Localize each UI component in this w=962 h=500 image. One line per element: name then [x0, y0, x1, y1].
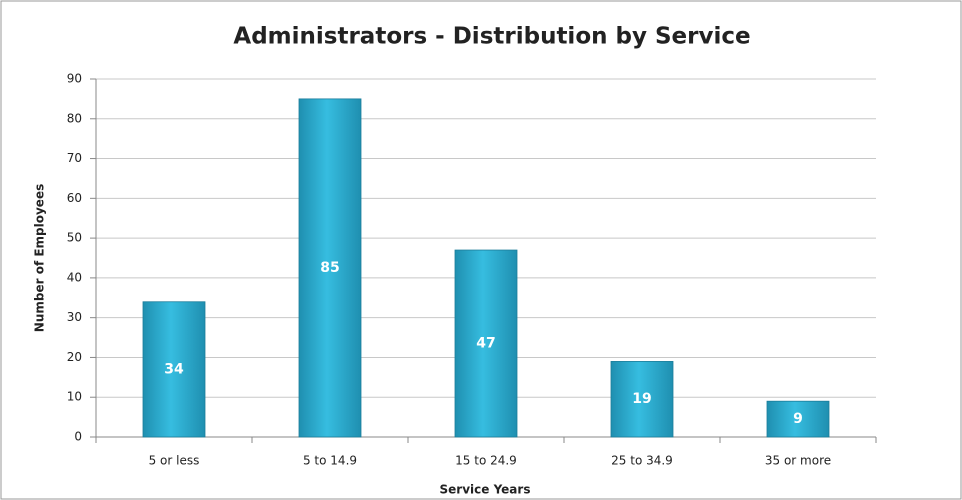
bar [454, 249, 518, 438]
y-tick-label: 60 [67, 191, 82, 205]
data-label: 85 [320, 260, 339, 276]
y-tick-label: 50 [67, 231, 82, 245]
y-tick-label: 40 [67, 270, 82, 284]
data-label: 9 [793, 411, 803, 427]
data-label: 47 [476, 336, 495, 352]
y-tick-label: 0 [74, 430, 82, 444]
x-tick-label: 35 or more [765, 454, 831, 468]
x-axis-label: Service Years [440, 483, 531, 497]
y-tick-label: 90 [67, 72, 82, 86]
y-tick-label: 10 [67, 390, 82, 404]
bar [142, 301, 206, 438]
bar [610, 361, 674, 438]
y-tick-label: 20 [67, 350, 82, 364]
bar [298, 98, 362, 438]
x-tick-label: 15 to 24.9 [455, 454, 517, 468]
data-label: 19 [632, 391, 651, 407]
data-label: 34 [164, 361, 184, 377]
y-tick-label: 80 [67, 111, 82, 125]
chart-title: Administrators - Distribution by Service [233, 24, 750, 50]
y-axis-label: Number of Employees [33, 184, 47, 332]
y-tick-label: 70 [67, 151, 82, 165]
x-tick-label: 5 to 14.9 [303, 454, 357, 468]
y-tick-label: 30 [67, 310, 82, 324]
x-tick-label: 5 or less [149, 454, 200, 468]
x-tick-label: 25 to 34.9 [611, 454, 673, 468]
bar [766, 400, 830, 438]
